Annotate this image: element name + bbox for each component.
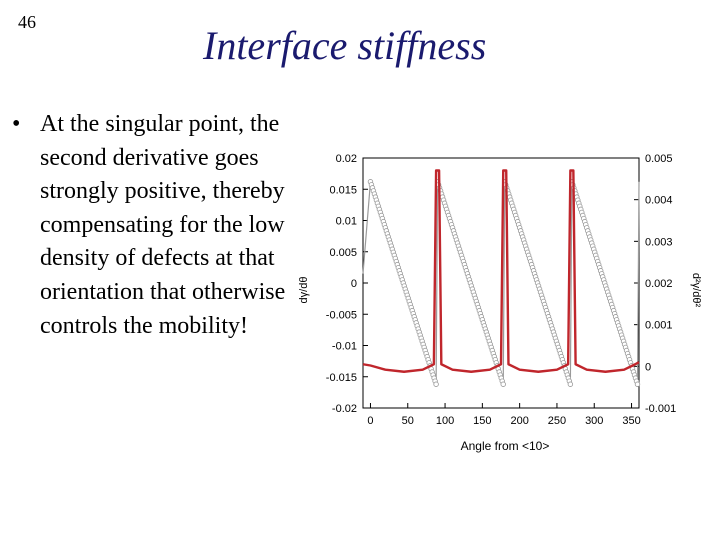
y-right-tick-label: 0.001 <box>645 320 673 332</box>
x-tick-label: 150 <box>473 415 491 427</box>
x-tick-label: 350 <box>622 415 640 427</box>
y-right-tick-label: 0.005 <box>645 153 673 165</box>
y-left-tick-label: 0 <box>351 278 357 290</box>
y-left-tick-label: 0.005 <box>329 247 357 259</box>
y-left-tick-label: -0.005 <box>326 309 357 321</box>
chart-svg: 0.02 0.015 0.01 0.005 0 -0.005 -0.01 -0.015 -0.0… <box>298 153 702 453</box>
x-ticks: 0 50 100 150 200 250 300 350 <box>367 403 641 427</box>
series-layer <box>362 169 641 387</box>
x-tick-label: 250 <box>548 415 566 427</box>
y-left-tick-label: -0.01 <box>332 341 357 353</box>
y-right-axis-label: d²γ/dθ² <box>690 273 702 308</box>
stiffness-chart: 0.02 0.015 0.01 0.005 0 -0.005 -0.01 -0.015 -0.0… <box>290 150 710 460</box>
y-right-tick-label: 0.004 <box>645 195 673 207</box>
y-right-tick-label: 0.003 <box>645 236 673 248</box>
y-left-tick-label: 0.02 <box>336 153 357 165</box>
y-left-tick-label: -0.015 <box>326 372 357 384</box>
x-tick-label: 100 <box>436 415 454 427</box>
y-left-tick-label: 0.01 <box>336 216 357 228</box>
second-derivative-line <box>362 169 640 373</box>
x-tick-label: 0 <box>367 415 373 427</box>
x-tick-label: 50 <box>402 415 414 427</box>
y-left-tick-label: -0.02 <box>332 403 357 415</box>
y-left-axis-label: dγ/dθ <box>298 277 310 304</box>
y-left-tick-label: 0.015 <box>329 184 357 196</box>
first-derivative-point <box>567 381 574 387</box>
x-axis-label: Angle from <10> <box>461 439 550 453</box>
x-tick-label: 200 <box>510 415 528 427</box>
slide-title: Interface stiffness <box>203 23 487 68</box>
y-right-tick-label: 0.002 <box>645 278 673 290</box>
y-right-tick-label: 0 <box>645 361 651 373</box>
slide-number: 46 <box>18 12 36 32</box>
bullet-marker: • <box>12 111 21 137</box>
first-derivative-point <box>433 381 439 387</box>
y-left-ticks: 0.02 0.015 0.01 0.005 0 -0.005 -0.01 -0.015 -0.0… <box>326 153 368 415</box>
first-derivative-point <box>500 381 506 387</box>
first-derivative-point <box>634 381 641 387</box>
y-right-ticks: 0.005 0.004 0.003 0.002 0.001 0 -0.001 <box>634 153 676 415</box>
y-right-tick-label: -0.001 <box>645 403 676 415</box>
x-tick-label: 300 <box>585 415 603 427</box>
bullet-text: At the singular point, the second deriva… <box>40 111 286 339</box>
